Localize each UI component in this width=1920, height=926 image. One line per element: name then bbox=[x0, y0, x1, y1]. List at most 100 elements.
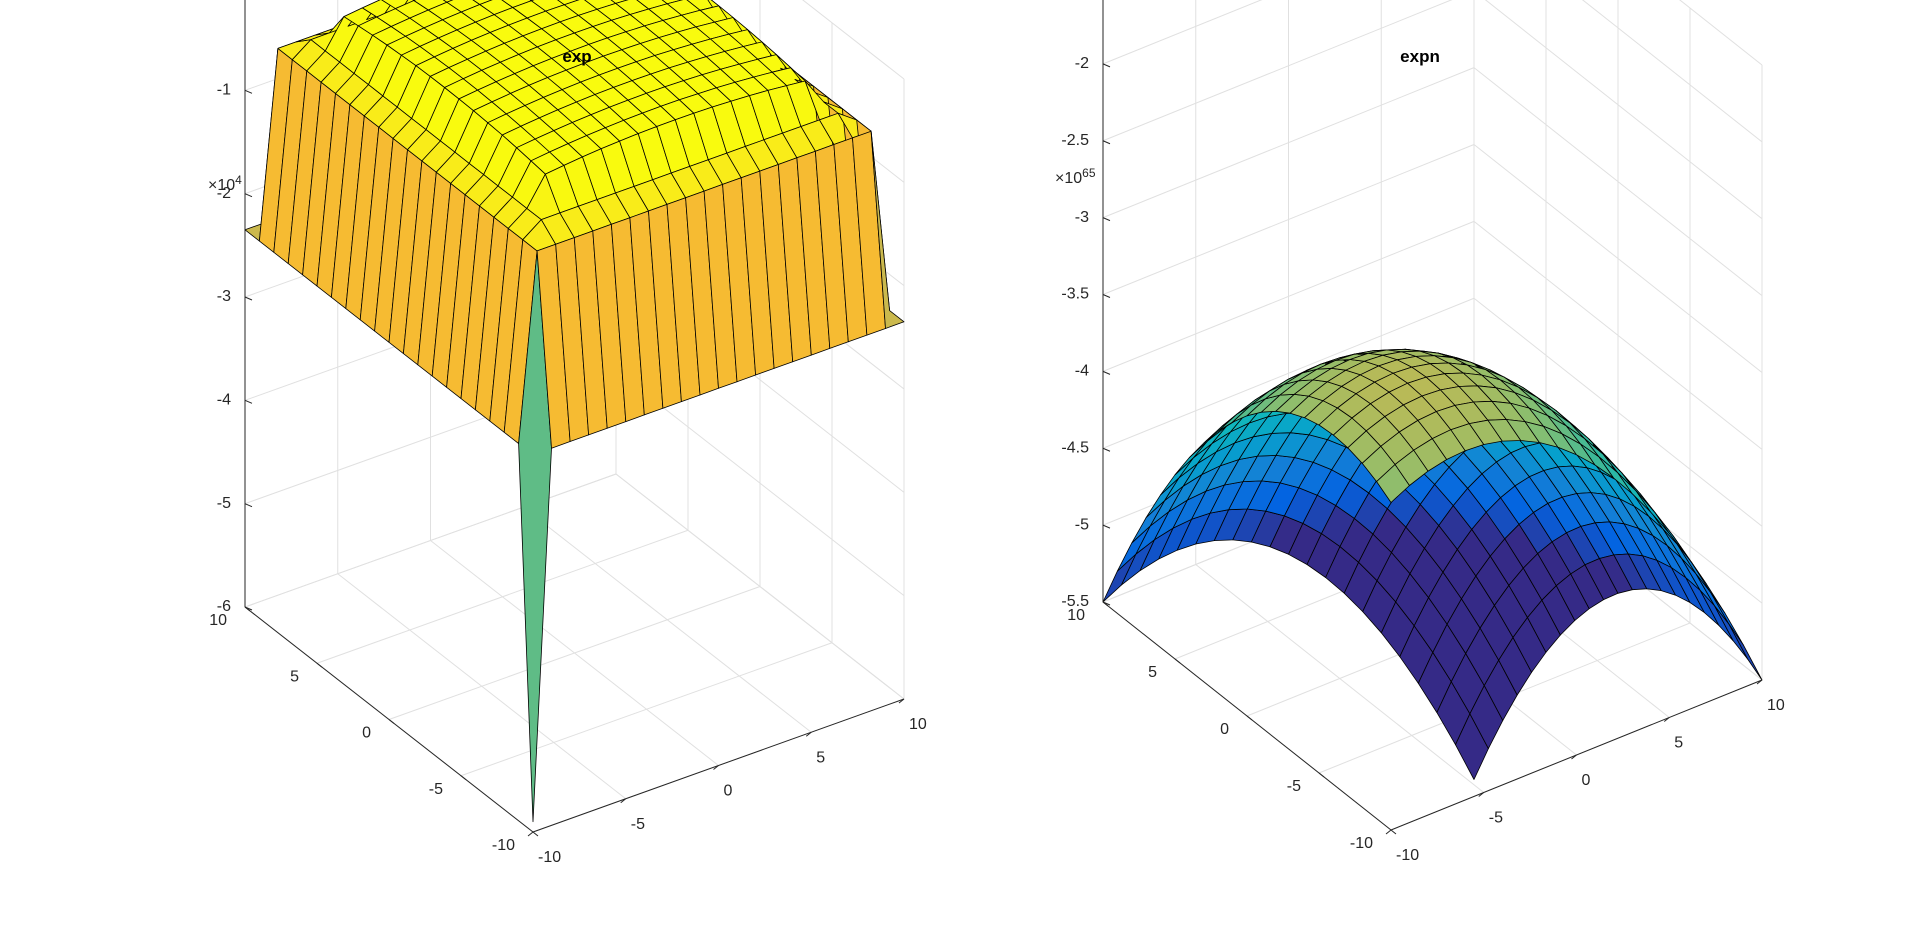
x-tick-label: 10 bbox=[1767, 697, 1785, 714]
z-tick-mark bbox=[1102, 524, 1111, 529]
z-tick-label: -4 bbox=[217, 392, 231, 409]
x-tick-label: -10 bbox=[1396, 847, 1419, 864]
z-tick-mark bbox=[244, 193, 253, 198]
plot-exp-z-multiplier: ×104 bbox=[208, 173, 242, 194]
y-tick-label: -5 bbox=[1287, 778, 1301, 795]
grid-line bbox=[802, 0, 905, 80]
y-tick-label: 0 bbox=[1220, 721, 1229, 738]
z-tick-mark bbox=[244, 89, 253, 94]
z-tick-label: -6 bbox=[217, 598, 231, 615]
y-tick-label: 5 bbox=[290, 668, 299, 685]
grid-line bbox=[1484, 0, 1763, 220]
z-tick-mark bbox=[1102, 63, 1111, 68]
z-tick-label: -5 bbox=[1075, 516, 1089, 533]
z-tick-label: -5 bbox=[217, 495, 231, 512]
z-tick-mark bbox=[1102, 140, 1111, 145]
grid-line bbox=[316, 529, 689, 664]
z-tick-label: -3 bbox=[1075, 209, 1089, 226]
y-tick-label: -10 bbox=[492, 837, 515, 854]
y-tick-mark bbox=[1246, 715, 1253, 721]
grid-line bbox=[1102, 67, 1475, 219]
z-tick-mark bbox=[244, 503, 253, 508]
y-tick-label: 10 bbox=[209, 612, 227, 629]
x-tick-mark bbox=[1663, 717, 1670, 722]
grid-line bbox=[1102, 0, 1453, 142]
z-tick-label: -5.5 bbox=[1061, 593, 1089, 610]
z-tick-mark bbox=[244, 296, 253, 301]
grid-line bbox=[1102, 297, 1475, 449]
grid-line bbox=[1581, 0, 1763, 143]
grid-line bbox=[1473, 144, 1763, 373]
y-tick-mark bbox=[316, 662, 323, 668]
grid-line bbox=[1473, 220, 1763, 450]
z-tick-mark bbox=[1102, 601, 1111, 606]
surface-patch bbox=[1699, 590, 1734, 642]
z-tick-mark bbox=[1102, 447, 1111, 452]
grid-line bbox=[1679, 0, 1763, 66]
y-tick-mark bbox=[1390, 829, 1397, 835]
x-tick-label: 10 bbox=[909, 716, 927, 733]
x-tick-mark bbox=[527, 831, 534, 837]
x-tick-mark bbox=[620, 798, 627, 804]
x-tick-label: -5 bbox=[631, 816, 645, 833]
surface-patch bbox=[1714, 605, 1748, 660]
grid-line bbox=[1102, 220, 1475, 372]
z-tick-label: -1 bbox=[217, 82, 231, 99]
grid-line bbox=[460, 642, 833, 777]
y-tick-label: 5 bbox=[1148, 664, 1157, 681]
plot-exp-title: exp bbox=[562, 47, 591, 66]
grid-line bbox=[244, 473, 617, 608]
x-tick-mark bbox=[1385, 829, 1392, 835]
y-tick-label: 0 bbox=[362, 725, 371, 742]
y-tick-label: -10 bbox=[1350, 835, 1373, 852]
surface-patch bbox=[1728, 623, 1763, 681]
z-tick-label: -2 bbox=[217, 185, 231, 202]
plot-exp-surface bbox=[244, 0, 905, 823]
z-tick-label: -3.5 bbox=[1061, 286, 1089, 303]
grid-line bbox=[388, 586, 761, 720]
plot-expn-ticks: -10-50510-10-50510-1.5-2-2.5-3-3.5-4-4.5… bbox=[1061, 0, 1785, 864]
y-tick-label: 10 bbox=[1067, 607, 1085, 624]
z-tick-mark bbox=[244, 399, 253, 404]
x-tick-mark bbox=[713, 765, 719, 770]
grid-line bbox=[1102, 144, 1475, 295]
y-tick-mark bbox=[388, 719, 395, 724]
x-tick-mark bbox=[805, 731, 812, 737]
z-tick-mark bbox=[1102, 294, 1111, 298]
z-tick-label: -2 bbox=[1075, 55, 1089, 72]
y-tick-mark bbox=[532, 831, 539, 837]
y-tick-mark bbox=[1174, 658, 1181, 664]
plot-expn-surface bbox=[1102, 348, 1763, 780]
grid-line bbox=[1102, 0, 1263, 65]
plot-expn-z-multiplier: ×1065 bbox=[1055, 166, 1096, 187]
x-tick-mark bbox=[898, 698, 905, 704]
grid-line bbox=[1473, 67, 1763, 297]
z-tick-label: -3 bbox=[217, 288, 231, 305]
x-tick-mark bbox=[1478, 792, 1485, 797]
x-tick-mark bbox=[1571, 754, 1577, 760]
y-tick-mark bbox=[460, 775, 467, 781]
z-tick-label: -4.5 bbox=[1061, 439, 1089, 456]
x-tick-label: -5 bbox=[1489, 810, 1503, 827]
x-tick-label: 0 bbox=[1582, 772, 1591, 789]
x-tick-label: 5 bbox=[1674, 735, 1683, 752]
y-tick-label: -5 bbox=[429, 781, 443, 798]
y-tick-mark bbox=[1318, 772, 1325, 778]
z-tick-mark bbox=[1102, 217, 1111, 222]
plot-expn-title: expn bbox=[1400, 47, 1440, 66]
x-tick-label: 0 bbox=[724, 783, 733, 800]
grid-line bbox=[615, 473, 905, 700]
z-tick-mark bbox=[1102, 370, 1111, 375]
x-tick-label: -10 bbox=[538, 849, 561, 866]
plot-expn: -10-50510-10-50510-1.5-2-2.5-3-3.5-4-4.5… bbox=[1055, 0, 1785, 864]
surface-patch bbox=[870, 130, 905, 329]
x-tick-label: 5 bbox=[816, 749, 825, 766]
z-tick-label: -2.5 bbox=[1061, 132, 1089, 149]
z-tick-mark bbox=[244, 606, 253, 611]
z-tick-label: -4 bbox=[1075, 363, 1089, 380]
grid-line bbox=[1473, 297, 1763, 527]
x-tick-mark bbox=[1756, 679, 1763, 685]
